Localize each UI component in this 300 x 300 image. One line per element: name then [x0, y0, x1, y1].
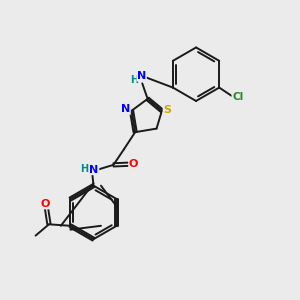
Text: N: N [89, 165, 99, 175]
Text: S: S [163, 105, 171, 115]
Text: N: N [137, 71, 146, 81]
Text: H: H [130, 75, 138, 85]
Text: O: O [129, 159, 138, 169]
Text: Cl: Cl [232, 92, 243, 102]
Text: N: N [121, 104, 130, 114]
Text: H: H [80, 164, 88, 174]
Text: O: O [40, 199, 50, 209]
